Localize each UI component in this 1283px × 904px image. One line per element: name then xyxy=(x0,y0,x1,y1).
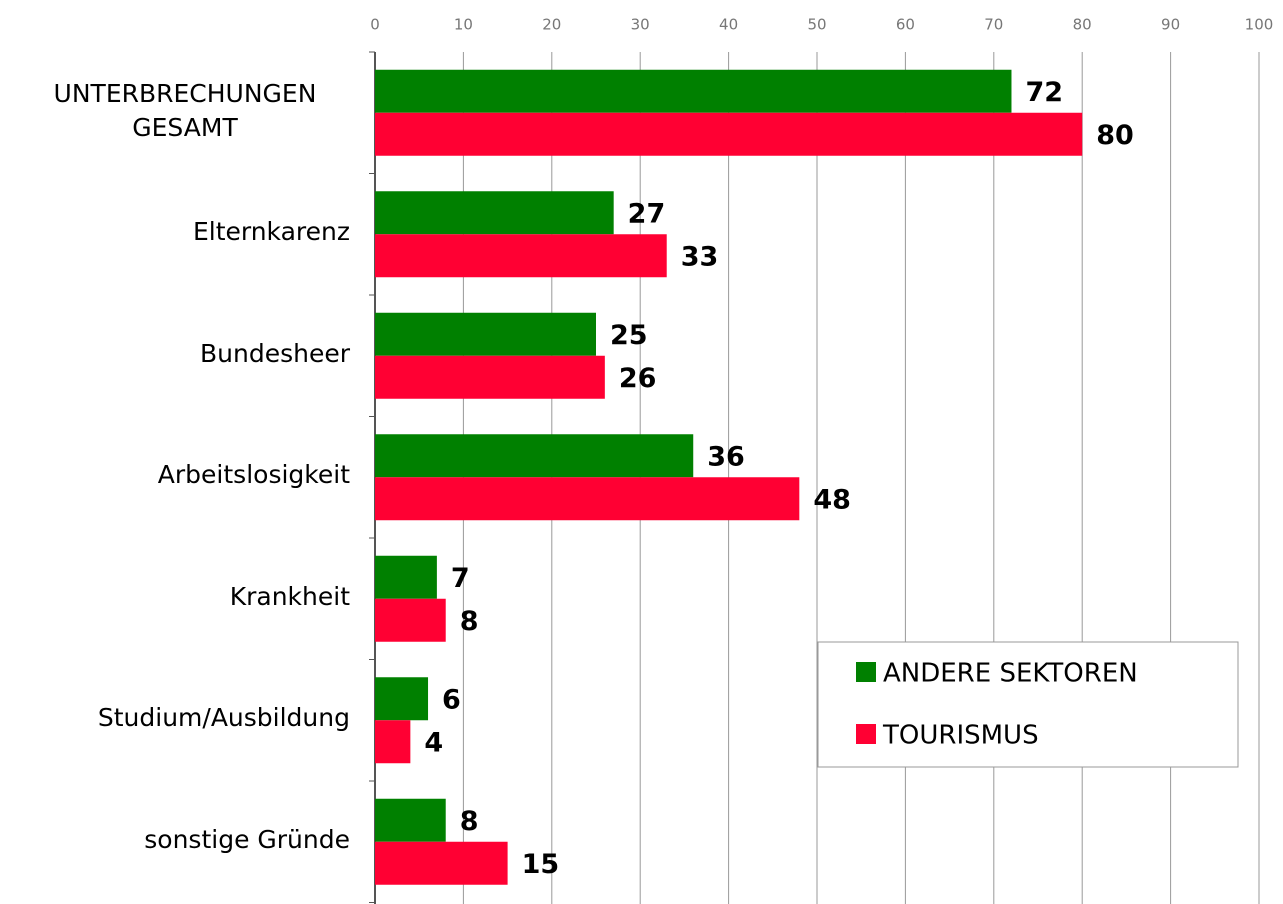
y-tick-label-box: Studium/Ausbildung xyxy=(10,701,350,735)
y-tick-label: UNTERBRECHUNGEN GESAMT xyxy=(53,78,317,142)
bar xyxy=(375,69,1012,113)
value-label: 8 xyxy=(460,606,479,637)
bar xyxy=(375,191,614,235)
x-tick-label: 60 xyxy=(896,16,915,34)
x-tick-label: 0 xyxy=(370,16,380,34)
bar xyxy=(375,598,446,642)
x-tick-label: 20 xyxy=(542,16,561,34)
x-tick-label: 100 xyxy=(1245,16,1274,34)
y-tick-label: Bundesheer xyxy=(200,338,350,368)
value-label: 15 xyxy=(522,849,560,880)
y-tick-label-box: UNTERBRECHUNGEN GESAMT xyxy=(10,77,350,145)
bar xyxy=(375,798,446,842)
value-label: 8 xyxy=(460,806,479,837)
legend-label: ANDERE SEKTOREN xyxy=(883,659,1138,689)
value-label: 72 xyxy=(1025,77,1063,108)
value-label: 80 xyxy=(1096,120,1134,151)
bar xyxy=(375,677,429,721)
bar xyxy=(375,234,667,278)
x-tick-label: 80 xyxy=(1073,16,1092,34)
y-tick-label-box: Elternkarenz xyxy=(10,215,350,249)
y-tick-label: sonstige Gründe xyxy=(144,824,350,854)
y-tick-label-box: Bundesheer xyxy=(10,337,350,371)
x-tick-label: 10 xyxy=(454,16,473,34)
value-label: 33 xyxy=(681,241,719,272)
legend-box xyxy=(817,641,1239,768)
y-tick-label-box: Arbeitslosigkeit xyxy=(10,458,350,492)
x-tick-label: 70 xyxy=(984,16,1003,34)
value-label: 25 xyxy=(610,320,648,351)
x-tick-label: 40 xyxy=(719,16,738,34)
legend-swatch xyxy=(856,662,876,682)
legend-label: TOURISMUS xyxy=(882,721,1039,751)
y-tick-label: Krankheit xyxy=(229,581,350,611)
bar xyxy=(375,555,437,599)
legend-swatch xyxy=(856,724,876,744)
value-label: 27 xyxy=(628,198,666,229)
bar xyxy=(375,312,596,356)
value-label: 48 xyxy=(813,484,851,515)
value-label: 36 xyxy=(707,441,745,472)
bar xyxy=(375,477,800,521)
y-tick-label: Studium/Ausbildung xyxy=(97,703,350,733)
x-tick-label: 90 xyxy=(1161,16,1180,34)
value-label: 6 xyxy=(442,684,461,715)
bar xyxy=(375,720,411,764)
bar xyxy=(375,112,1083,156)
value-label: 26 xyxy=(619,363,657,394)
y-tick-label: Elternkarenz xyxy=(192,217,350,247)
value-label: 4 xyxy=(424,727,443,758)
value-label: 7 xyxy=(451,563,470,594)
bar xyxy=(375,355,605,399)
y-tick-label-box: sonstige Gründe xyxy=(10,823,350,857)
y-tick-label: Arbeitslosigkeit xyxy=(157,460,350,490)
x-tick-label: 50 xyxy=(807,16,826,34)
y-tick-label-box: Krankheit xyxy=(10,580,350,614)
x-tick-label: 30 xyxy=(631,16,650,34)
bar xyxy=(375,434,694,478)
bar xyxy=(375,841,508,885)
